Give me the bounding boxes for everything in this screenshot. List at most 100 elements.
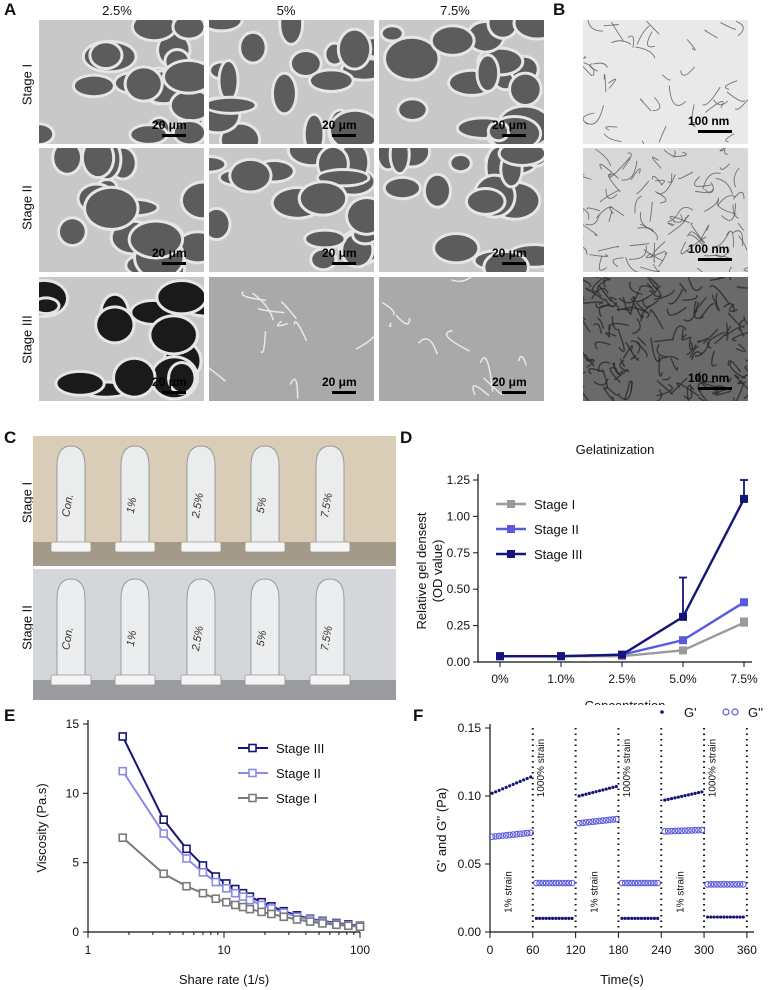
strain-annotation: 1% strain (675, 871, 686, 913)
g-prime-point (623, 916, 627, 920)
x-tick-label: 5.0% (669, 672, 697, 686)
g-double-prime-point (585, 818, 593, 826)
g-prime-point (591, 790, 595, 795)
legend-marker (248, 743, 257, 753)
g-prime-point (715, 915, 719, 919)
vial-2-5: 7.5% (309, 578, 351, 686)
y-tick-label: 1.00 (447, 509, 471, 523)
vial-label: 2.5% (190, 492, 206, 520)
data-point (557, 652, 565, 661)
g-prime-point (554, 916, 558, 920)
vial-label: 5% (255, 496, 270, 514)
data-point (159, 869, 168, 879)
x-tick-label: 1.0% (547, 672, 575, 686)
data-point (496, 652, 504, 661)
tem-image-stage2 (583, 148, 748, 272)
legend-label: Stage III (534, 547, 582, 562)
scale-bar-label: 20 μm (322, 246, 357, 260)
g-prime-point (550, 916, 555, 920)
g-prime-point (741, 915, 745, 919)
scale-bar-20um: 20 μm (318, 114, 374, 144)
g-prime-point (518, 779, 522, 784)
g-double-prime-point (533, 879, 540, 887)
legend-marker-g-prime (660, 710, 664, 714)
g-prime-point (652, 916, 657, 920)
g-double-prime-point (599, 817, 607, 824)
vial-label: Con. (60, 493, 76, 518)
data-point (279, 912, 289, 922)
sem-image-stage2-col3 (379, 148, 544, 272)
g-double-prime-point (685, 827, 692, 834)
scale-bar-label: 20 μm (492, 375, 527, 389)
g-prime-point (649, 916, 653, 920)
g-double-prime-point (575, 819, 583, 827)
x-tick-label: 0% (491, 672, 509, 686)
y-tick-label: 0.00 (447, 655, 471, 669)
g-prime-point (643, 916, 647, 920)
scale-bar-label: 20 μm (152, 118, 187, 132)
legend-marker-g-double-prime (731, 708, 739, 716)
legend-label-g-double-prime: G'' (748, 706, 763, 720)
legend-label-g-prime: G' (684, 706, 697, 720)
legend-label: Stage III (276, 741, 324, 756)
g-double-prime-point (736, 881, 744, 888)
x-tick-label: 300 (694, 943, 714, 957)
g-prime-point (656, 916, 660, 920)
g-double-prime-point (730, 881, 737, 888)
scale-bar-label: 20 μm (152, 246, 187, 260)
g-prime-point (620, 916, 624, 920)
g-double-prime-point (606, 816, 613, 824)
g-prime-point (680, 794, 684, 798)
g-double-prime-point (618, 879, 626, 887)
y-tick-label: 0.75 (447, 546, 471, 560)
g-prime-point (584, 792, 588, 796)
g-prime-point (690, 792, 694, 796)
g-prime-point (676, 795, 680, 799)
g-double-prime-point (634, 879, 642, 887)
tem-image-stage1 (583, 20, 748, 144)
g-prime-point (577, 794, 581, 798)
legend-label: Stage I (276, 791, 317, 806)
g-double-prime-point (707, 881, 715, 888)
data-point (355, 922, 365, 932)
vial-2-3: 2.5% (180, 578, 222, 686)
y-axis-label: Relative gel densest(OD value) (414, 512, 445, 629)
g-prime-point (490, 791, 494, 795)
x-tick-label: 10 (217, 943, 231, 957)
data-point (332, 920, 341, 930)
strain-annotation: 1000% strain (536, 739, 547, 797)
g-double-prime-point (612, 815, 620, 823)
g-prime-point (541, 916, 545, 920)
x-tick-label: 60 (526, 943, 540, 957)
g-prime-point (529, 775, 533, 779)
scale-bar-100nm: 100 nm (682, 240, 748, 270)
vial-label: 2.5% (190, 625, 206, 653)
g-double-prime-point (647, 879, 655, 887)
g-double-prime-point (565, 879, 573, 887)
chart-gelatinization: Gelatinization 0.00 0.25 0.50 0.75 1.00 1.25 0%… (414, 442, 758, 705)
g-double-prime-point (714, 881, 721, 888)
data-point (230, 888, 240, 898)
scale-bar-20um: 20 μm (318, 371, 374, 401)
g-prime-point (673, 796, 677, 800)
y-axis-label: G' and G'' (Pa) (434, 788, 449, 873)
g-double-prime-point (668, 827, 675, 835)
g-double-prime-point (506, 831, 514, 839)
y-tick-label: 0.05 (458, 857, 482, 871)
y-tick-label: 0.25 (447, 619, 471, 633)
g-prime-point (594, 790, 598, 794)
chart-viscosity: 0 5 10 15 1 10 100 Share rate (1/s) Viscosity (P… (34, 717, 370, 987)
g-prime-point (601, 788, 605, 792)
x-tick-label: 7.5% (730, 672, 758, 686)
x-axis-label: Concentration (585, 698, 666, 705)
g-double-prime-point (661, 828, 669, 835)
g-prime-point (511, 782, 515, 786)
scale-bar-20um: 20 μm (148, 114, 204, 144)
g-prime-point (706, 915, 710, 919)
g-prime-point (636, 916, 640, 920)
g-prime-point (494, 790, 498, 794)
g-prime-point (570, 916, 574, 920)
g-double-prime-point (552, 879, 560, 887)
g-prime-point (738, 915, 742, 919)
g-prime-point (538, 916, 542, 920)
